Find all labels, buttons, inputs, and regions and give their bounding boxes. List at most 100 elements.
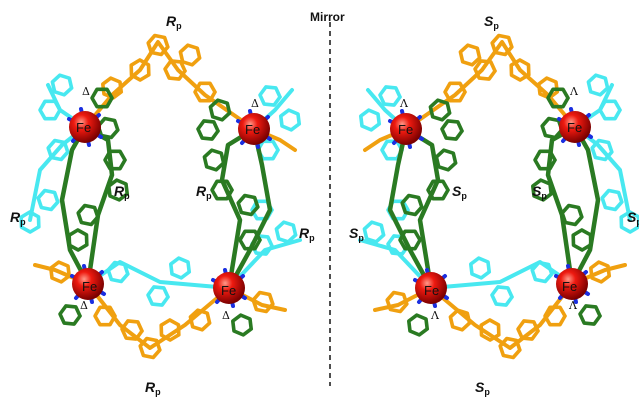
fe-label: Fe <box>82 279 98 294</box>
fe-label: Fe <box>76 120 92 135</box>
fe-atom-sphere <box>415 272 447 304</box>
fe-atom-sphere <box>390 113 422 145</box>
green-aromatic-ring <box>238 229 262 251</box>
left-inner-left-label: Rp <box>114 184 130 201</box>
cyan-aromatic-ring <box>278 108 302 132</box>
label-letter: S <box>475 379 485 395</box>
cyan-aromatic-ring <box>590 138 614 162</box>
green-aromatic-ring <box>196 119 220 141</box>
orange-aromatic-ring <box>193 81 217 103</box>
orange-aromatic-ring <box>588 260 612 284</box>
cyan-aromatic-ring <box>358 108 382 132</box>
green-aromatic-ring <box>103 149 127 171</box>
green-aromatic-ring <box>533 149 557 171</box>
cyan-ligand-strand <box>358 238 433 290</box>
cyan-aromatic-ring <box>598 99 622 121</box>
fe-atom-sphere <box>559 111 591 143</box>
label-subscript: p <box>484 387 490 397</box>
right-inner-right-label: Sp <box>532 184 547 201</box>
orange-aromatic-ring <box>543 305 567 327</box>
label-letter: R <box>114 183 125 199</box>
cyan-aromatic-ring <box>36 188 60 212</box>
orange-aromatic-ring <box>138 336 162 360</box>
cyan-aromatic-ring <box>600 188 624 212</box>
green-aromatic-ring <box>208 98 232 122</box>
label-subscript: p <box>636 217 639 227</box>
left-delta-top-left: Δ <box>82 85 90 98</box>
green-ligand-strand <box>545 124 578 287</box>
left-bottom-label: Rp <box>145 380 161 397</box>
orange-aromatic-ring <box>458 43 482 67</box>
cyan-aromatic-ring <box>586 73 610 97</box>
green-aromatic-ring <box>540 116 564 140</box>
green-aromatic-ring <box>231 313 253 337</box>
green-aromatic-ring <box>202 148 226 172</box>
label-letter: S <box>627 209 637 225</box>
orange-aromatic-ring <box>448 308 472 332</box>
green-aromatic-ring <box>406 313 430 337</box>
cyan-ligand-strand <box>429 260 574 290</box>
orange-aromatic-ring <box>251 290 275 314</box>
left-cage-rp <box>19 33 302 360</box>
cyan-ligand-strand <box>86 260 231 290</box>
label-letter: R <box>196 183 207 199</box>
orange-aromatic-ring <box>490 33 514 57</box>
label-subscript: p <box>309 233 315 243</box>
right-inner-left-label: Sp <box>452 184 467 201</box>
cyan-aromatic-ring <box>46 138 70 162</box>
cyan-aromatic-ring <box>274 220 298 244</box>
right-lambda-top-right: Λ <box>570 85 578 98</box>
green-aromatic-ring <box>210 179 234 201</box>
cyan-aromatic-ring <box>38 99 62 121</box>
green-aromatic-ring <box>90 87 114 109</box>
orange-aromatic-ring <box>498 336 522 360</box>
cyan-aromatic-ring <box>258 85 282 107</box>
green-ligand-strand <box>226 126 273 291</box>
fe-atom-sphere <box>213 272 245 304</box>
right-top-label: Sp <box>484 14 499 31</box>
cyan-aromatic-ring <box>530 260 554 284</box>
cyan-aromatic-ring <box>169 256 191 280</box>
green-aromatic-ring <box>67 228 89 252</box>
label-letter: R <box>10 209 21 225</box>
green-aromatic-ring <box>440 119 464 141</box>
orange-aromatic-ring <box>178 43 202 67</box>
green-ligand-strand <box>59 124 91 287</box>
label-subscript: p <box>541 191 547 201</box>
right-right-label: Sp <box>627 210 639 227</box>
green-ligand-strand <box>569 124 601 287</box>
label-subscript: p <box>155 387 161 397</box>
orange-aromatic-ring <box>48 260 71 284</box>
label-subscript: p <box>358 233 364 243</box>
left-delta-bottom-left: Δ <box>80 299 88 312</box>
green-aromatic-ring <box>434 148 458 172</box>
fe-atom-sphere <box>556 268 588 300</box>
orange-aromatic-ring <box>516 319 540 341</box>
green-aromatic-ring <box>58 304 82 326</box>
label-letter: R <box>145 379 156 395</box>
label-letter: S <box>349 225 359 241</box>
fe-atom-sphere <box>69 111 101 143</box>
right-lambda-top-left: Λ <box>400 97 408 110</box>
fe-label: Fe <box>245 122 261 137</box>
green-aromatic-ring <box>107 178 129 202</box>
orange-aromatic-ring <box>385 290 409 314</box>
orange-aromatic-ring <box>479 318 501 342</box>
label-letter: R <box>299 225 310 241</box>
label-subscript: p <box>461 191 467 201</box>
orange-aromatic-ring <box>443 81 467 103</box>
label-subscript: p <box>176 21 182 31</box>
left-inner-right-label: Rp <box>196 184 212 201</box>
fe-atom-sphere <box>72 268 104 300</box>
green-aromatic-ring <box>398 229 422 251</box>
label-subscript: p <box>124 191 130 201</box>
green-aromatic-ring <box>571 228 593 252</box>
orange-aromatic-ring <box>509 58 531 82</box>
cyan-aromatic-ring <box>378 85 402 107</box>
green-ligand-strand <box>387 126 434 291</box>
right-lambda-bottom-right: Λ <box>569 299 577 312</box>
label-letter: S <box>484 13 494 29</box>
mirror-label: Mirror <box>310 10 345 24</box>
